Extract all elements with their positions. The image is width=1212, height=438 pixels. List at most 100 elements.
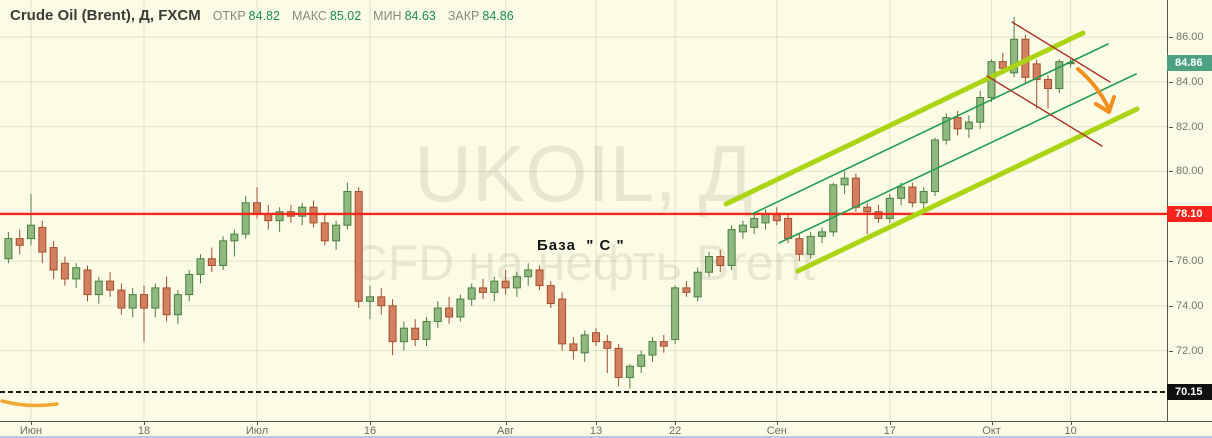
- candle-up: [964, 121, 973, 130]
- candle-up: [1055, 61, 1064, 90]
- bull-channel-outer[interactable]: [795, 106, 1140, 274]
- candle-down: [863, 206, 872, 213]
- candle-down: [535, 269, 544, 287]
- candle-up: [72, 267, 81, 280]
- candle-down: [106, 280, 115, 291]
- candle-up: [332, 224, 341, 242]
- bull-channel-inner[interactable]: [751, 43, 1109, 215]
- candle-up: [94, 280, 103, 296]
- chart-pane[interactable]: [0, 0, 1167, 421]
- low-label: МИН: [373, 9, 402, 23]
- candle-down: [479, 287, 487, 293]
- down-arrow-head[interactable]: [1094, 95, 1116, 114]
- candle-up: [399, 327, 408, 343]
- symbol-title[interactable]: Crude Oil (Brent), Д, FXCM: [10, 7, 201, 24]
- candle-up: [343, 191, 352, 226]
- time-axis-tick: [370, 422, 371, 425]
- candle-up: [637, 354, 646, 367]
- time-axis-tick: [1070, 422, 1072, 425]
- candle-down: [60, 262, 69, 280]
- candle-up: [467, 287, 476, 300]
- text-annotation-baza-c[interactable]: База " С ": [537, 237, 625, 254]
- candlestick-series[interactable]: [4, 16, 1075, 389]
- price-axis-label: 82.00: [1169, 120, 1204, 133]
- time-axis-tick: [889, 422, 891, 425]
- candle-down: [569, 343, 578, 352]
- candle-up: [931, 139, 939, 193]
- candle-up: [897, 186, 906, 199]
- bull-channel-inner[interactable]: [778, 73, 1137, 244]
- candle-up: [490, 280, 499, 293]
- candle-up: [27, 224, 35, 240]
- time-axis-label: 16: [363, 425, 377, 437]
- candle-up: [648, 341, 657, 356]
- time-axis[interactable]: Июн 18 Июл 16 Авг 13 22 Сен 17 Окт 10: [0, 421, 1212, 437]
- candle-up: [580, 334, 589, 354]
- candle-down: [377, 296, 386, 307]
- candle-up: [219, 240, 228, 266]
- price-badge: 78.10: [1167, 205, 1212, 222]
- candle-down: [716, 256, 725, 266]
- bottom-left-stroke[interactable]: [0, 399, 59, 408]
- bear-flag-channel[interactable]: [1011, 21, 1111, 83]
- time-axis-label: Окт: [982, 425, 1001, 437]
- window-bottom-edge: [0, 436, 1212, 438]
- candle-up: [151, 287, 160, 309]
- candle-down: [354, 191, 363, 302]
- candle-down: [784, 217, 793, 240]
- candle-up: [829, 184, 838, 233]
- time-axis-tick: [596, 422, 597, 425]
- candle-up: [919, 191, 928, 204]
- legend: Crude Oil (Brent), Д, FXCM ОТКР 84.82 МАК…: [10, 7, 514, 24]
- candle-up: [524, 269, 533, 278]
- trend-drawings[interactable]: [0, 21, 1140, 408]
- time-axis-label: Авг: [496, 425, 515, 437]
- time-axis-label: 22: [668, 425, 682, 437]
- candle-up: [512, 276, 521, 289]
- bear-flag-channel[interactable]: [986, 75, 1103, 147]
- candle-down: [558, 298, 567, 345]
- time-axis-tick: [31, 422, 32, 425]
- close-value: 84.86: [482, 9, 514, 23]
- candle-down: [953, 117, 962, 130]
- legend-close: ЗАКР 84.86: [448, 9, 514, 23]
- close-label: ЗАКР: [447, 9, 480, 23]
- legend-open: ОТКР 84.82: [213, 9, 280, 23]
- candle-up: [298, 206, 307, 217]
- price-axis[interactable]: 86.00 84.00 82.00 80.00 76.00 74.00 72.00 84.86…: [1167, 0, 1212, 421]
- price-axis-label: 76.00: [1169, 255, 1204, 267]
- candle-down: [388, 305, 397, 343]
- candle-up: [727, 229, 736, 266]
- candle-up: [366, 296, 374, 302]
- time-axis-label: Сен: [766, 425, 787, 437]
- candle-up: [942, 117, 951, 141]
- candle-down: [682, 287, 691, 293]
- candle-down: [998, 61, 1007, 69]
- candle-down: [908, 186, 917, 204]
- candle-up: [738, 224, 747, 233]
- candle-up: [671, 287, 680, 340]
- candle-down: [15, 238, 24, 246]
- candle-up: [840, 177, 849, 186]
- price-axis-label: 86.00: [1169, 31, 1204, 43]
- bull-channel-outer[interactable]: [723, 30, 1086, 207]
- candle-up: [456, 298, 465, 318]
- time-axis-tick: [505, 422, 507, 425]
- time-axis-label: 17: [883, 425, 896, 437]
- candle-up: [433, 307, 442, 322]
- candle-down: [851, 177, 860, 208]
- horizontal-level-lines[interactable]: [0, 212, 1167, 394]
- candle-up: [1010, 38, 1019, 74]
- candle-up: [128, 294, 137, 309]
- time-axis-label: 18: [137, 425, 151, 437]
- time-axis-label: 10: [1064, 425, 1077, 437]
- candle-up: [185, 273, 194, 296]
- candle-down: [207, 258, 216, 266]
- candle-down: [162, 287, 171, 316]
- down-arrow[interactable]: [1076, 67, 1111, 111]
- candle-down: [1044, 79, 1052, 90]
- price-axis-label: 72.00: [1169, 344, 1204, 357]
- low-value: 84.63: [404, 9, 436, 23]
- price-axis-label: 74.00: [1169, 299, 1204, 312]
- legend-high: МАКС 85.02: [292, 9, 361, 23]
